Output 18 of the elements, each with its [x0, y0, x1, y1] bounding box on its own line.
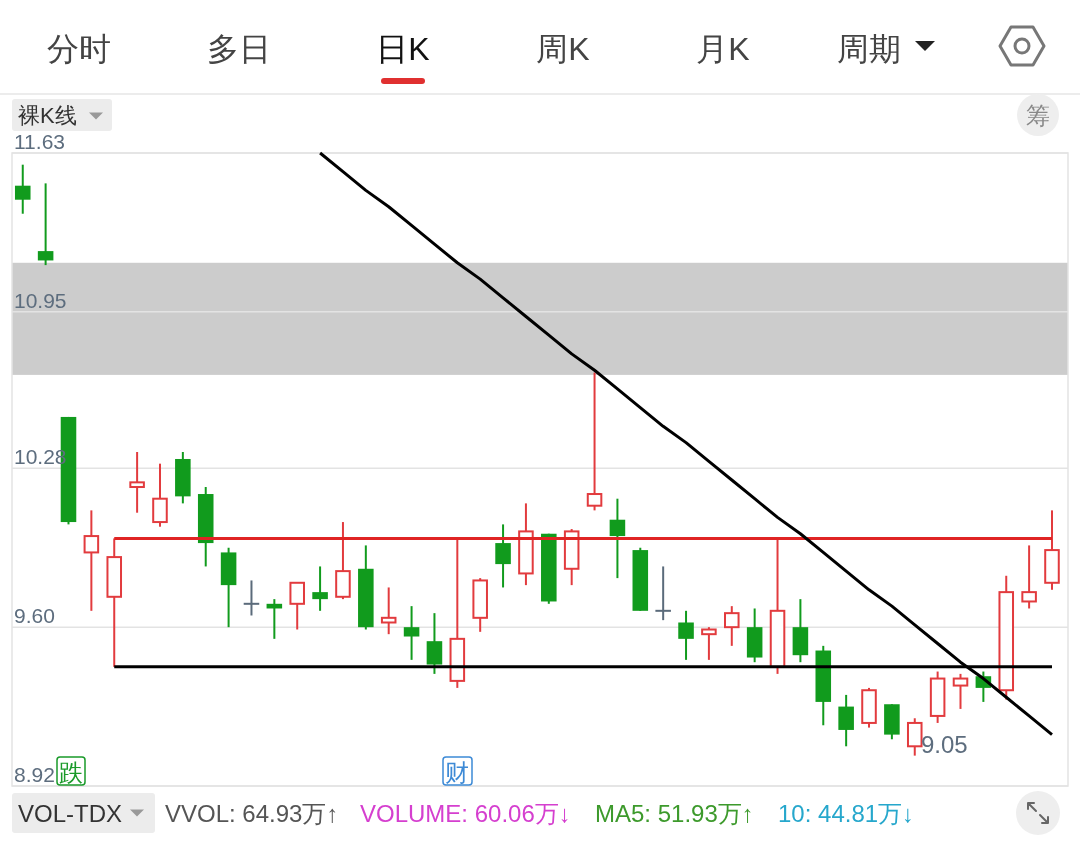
y-tick-label: 8.92	[14, 763, 55, 786]
text: 筹	[1026, 102, 1050, 129]
text: 裸K线	[18, 103, 77, 128]
y-tick-label: 10.95	[14, 288, 67, 312]
text: VVOL: 64.93万↑	[165, 800, 339, 827]
text: 10: 44.81万↓	[778, 800, 915, 827]
y-tick-label: 11.63	[14, 130, 65, 153]
text: 分时	[47, 31, 111, 67]
text: MA5: 51.93万↑	[595, 800, 754, 827]
text: 周K	[536, 31, 590, 67]
text: 多日	[207, 31, 271, 67]
text: 日K	[376, 31, 430, 67]
text: VOLUME: 60.06万↓	[360, 800, 571, 827]
text: VOL-TDX	[18, 800, 123, 827]
y-tick-label: 9.60	[14, 604, 55, 628]
text: 月K	[696, 31, 750, 67]
text: 周期	[837, 31, 901, 67]
annotation: 9.05	[921, 731, 968, 758]
